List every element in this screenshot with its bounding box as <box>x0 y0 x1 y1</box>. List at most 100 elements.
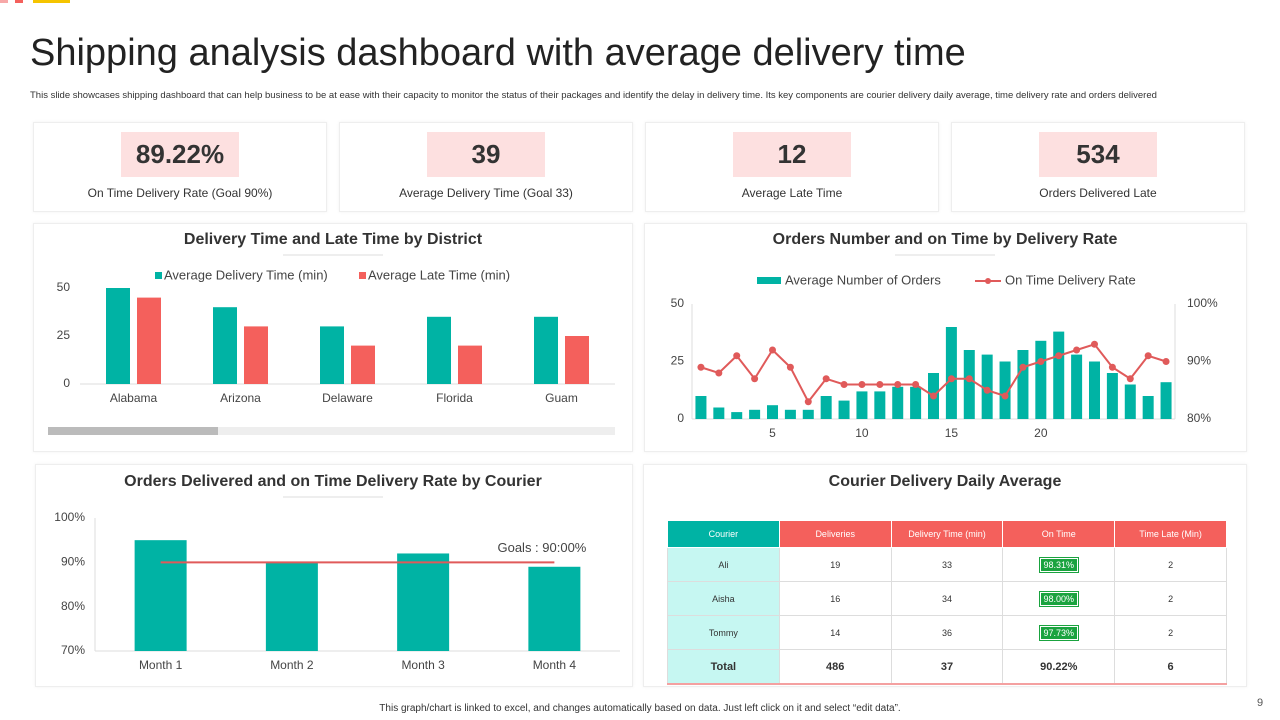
legend-swatch <box>155 272 162 279</box>
y-tick-label: 100% <box>1187 296 1218 310</box>
bar <box>458 345 482 384</box>
scrollbar-track <box>48 427 615 435</box>
bar <box>1160 382 1172 419</box>
bar <box>731 412 743 419</box>
bar <box>874 391 886 419</box>
y-tick-label: 100% <box>54 510 85 524</box>
point <box>1126 375 1134 383</box>
x-tick-label: Guam <box>545 391 578 405</box>
table-header-cell: Time Late (Min) <box>1114 520 1227 548</box>
kpi-card: 12 Average Late Time <box>645 122 939 212</box>
point <box>697 363 705 371</box>
bar <box>106 288 130 384</box>
table-cell: 486 <box>778 649 892 685</box>
x-tick-label: Month 1 <box>139 658 183 672</box>
table-cell: 98.31% <box>1002 547 1116 582</box>
bar <box>397 553 450 651</box>
bar <box>802 409 814 419</box>
bar <box>565 336 589 384</box>
point <box>947 375 955 383</box>
scrollbar-thumb[interactable] <box>48 427 218 435</box>
point <box>1037 358 1045 365</box>
bar <box>713 407 725 419</box>
table-cell: 2 <box>1114 615 1227 650</box>
x-tick-label: Month 4 <box>533 658 577 672</box>
table-cell: Ali <box>667 547 780 582</box>
kpi-value: 89.22% <box>121 132 239 177</box>
y-tick-label: 0 <box>677 411 684 425</box>
kpi-value: 534 <box>1039 132 1157 177</box>
panel <box>33 223 633 452</box>
legend-label: On Time Delivery Rate <box>1005 272 1136 287</box>
y-tick-label: 25 <box>57 328 71 342</box>
table-cell: 37 <box>890 649 1004 685</box>
x-tick-label: 15 <box>945 426 959 440</box>
bar <box>528 566 581 651</box>
table-cell: 16 <box>778 581 892 616</box>
y-tick-label: 90% <box>61 555 85 569</box>
legend-swatch <box>359 272 366 279</box>
bar <box>1106 373 1118 419</box>
bar <box>820 396 832 419</box>
point <box>965 375 973 383</box>
panel <box>644 223 1247 452</box>
point <box>751 375 759 383</box>
point <box>930 392 937 400</box>
kpi-card: 534 Orders Delivered Late <box>951 122 1245 212</box>
table-row: Ali 19 33 98.31% 2 <box>667 547 1227 582</box>
bar <box>1089 361 1100 419</box>
bar <box>244 326 268 384</box>
table-cell: 2 <box>1114 581 1227 616</box>
bar <box>892 386 904 419</box>
bar <box>838 400 850 419</box>
on-time-badge: 98.00% <box>1038 590 1080 607</box>
chart-title: Delivery Time and Late Time by District <box>184 231 483 248</box>
point <box>912 381 920 388</box>
footer: This graph/chart is linked to excel, and… <box>379 703 901 714</box>
point <box>804 398 812 406</box>
table-header-cell: Deliveries <box>778 520 892 548</box>
decor <box>0 0 8 3</box>
bar <box>320 326 344 384</box>
y-tick-label: 25 <box>671 354 685 368</box>
table-cell: 90.22% <box>1002 649 1116 685</box>
point <box>1073 346 1081 354</box>
x-tick-label: 5 <box>769 426 776 440</box>
x-tick-label: Arizona <box>220 391 261 405</box>
x-tick-label: Delaware <box>322 391 373 405</box>
bar <box>999 361 1011 419</box>
bar <box>767 405 778 419</box>
y-tick-label: 50 <box>57 280 71 294</box>
kpi-label: Orders Delivered Late <box>1039 186 1157 200</box>
x-tick-label: 20 <box>1034 426 1048 440</box>
courier-table: Courier Deliveries Delivery Time (min) On T… <box>667 520 1227 685</box>
bar <box>134 540 187 651</box>
point <box>1108 363 1116 371</box>
decor <box>33 0 70 3</box>
bar <box>265 562 318 651</box>
bar <box>1017 350 1029 419</box>
point <box>1055 352 1063 360</box>
x-tick-label: Month 2 <box>270 658 314 672</box>
table-cell: 14 <box>778 615 892 650</box>
table-cell: 2 <box>1114 547 1227 582</box>
table-cell: Aisha <box>667 581 780 616</box>
bar <box>945 327 957 419</box>
page-number: 9 <box>1257 697 1264 709</box>
on-time-badge: 98.31% <box>1038 556 1080 573</box>
legend-label: Average Delivery Time (min) <box>164 267 328 282</box>
kpi-label: On Time Delivery Rate (Goal 90%) <box>87 186 273 200</box>
y-tick-label: 80% <box>1187 411 1211 425</box>
point <box>894 381 902 388</box>
bar <box>856 391 868 419</box>
table-row: Total 486 37 90.22% 6 <box>667 649 1227 685</box>
bar <box>1053 331 1065 419</box>
bar <box>1142 396 1154 419</box>
x-tick-label: Month 3 <box>401 658 445 672</box>
goal-label: Goals : 90:00% <box>497 540 586 555</box>
point <box>1001 392 1009 400</box>
legend-swatch <box>757 277 781 284</box>
kpi-card: 39 Average Delivery Time (Goal 33) <box>339 122 633 212</box>
